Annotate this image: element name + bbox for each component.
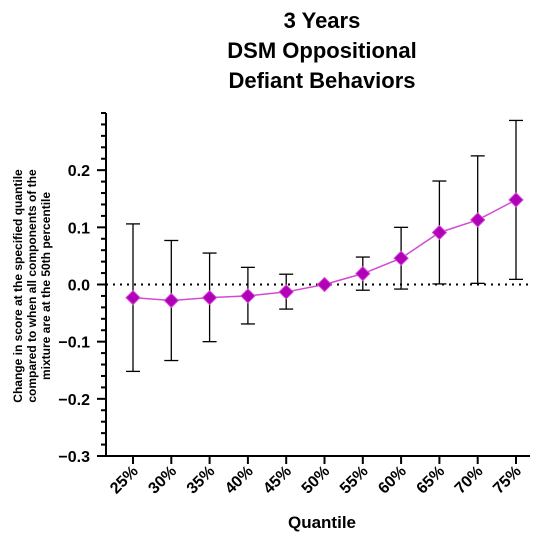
y-axis-title: Change in score at the specified quantil… [11,169,53,403]
x-tick-label: 45% [260,463,295,498]
x-tick-label: 40% [222,463,257,498]
data-point-marker [316,276,333,293]
y-tick-label: 0.1 [68,220,90,237]
x-tick-label: 50% [299,463,334,498]
x-tick-label: 65% [414,463,449,498]
chart-title-line-1: 3 Years [284,8,361,33]
x-ticks: 25% 30% 35% 40% 45% 50% 55% 60% 65% 70% 75% [107,456,525,497]
data-point-marker [163,292,180,309]
data-point-marker [508,192,524,208]
x-tick-label: 30% [145,463,180,498]
data-point-marker [240,288,256,304]
data-point-marker [125,289,141,306]
y-tick-label: 0.0 [68,278,90,295]
error-bars [126,119,523,373]
data-point-marker [393,250,409,266]
x-axis-title: Quantile [288,513,356,532]
x-tick-label: 75% [490,463,525,498]
data-point-marker [355,265,371,282]
x-tick-label: 35% [184,463,219,498]
data-point-marker [469,212,486,228]
y-ticks: −0.3 −0.2 −0.1 0.0 0.1 0.2 [58,112,106,466]
data-point-marker [431,224,448,241]
x-tick-label: 70% [452,463,487,498]
y-tick-label: −0.3 [58,449,90,466]
data-point-marker [278,284,294,300]
data-markers [125,192,524,309]
y-tick-label: 0.2 [68,163,90,180]
y-axis-title-line-2: compared to when all components of the [25,169,39,403]
y-axis-title-line-3: mixture are at the 50th percentile [39,192,53,380]
y-tick-label: −0.2 [58,392,90,409]
x-tick-label: 25% [107,463,142,498]
y-tick-label: −0.1 [58,335,90,352]
x-tick-label: 55% [337,463,372,498]
y-axis-title-line-1: Change in score at the specified quantil… [11,169,25,403]
chart-title-line-2: DSM Oppositional [227,38,416,63]
data-point-marker [201,289,218,306]
chart-title-line-3: Defiant Behaviors [228,68,415,93]
x-tick-label: 60% [375,463,410,498]
